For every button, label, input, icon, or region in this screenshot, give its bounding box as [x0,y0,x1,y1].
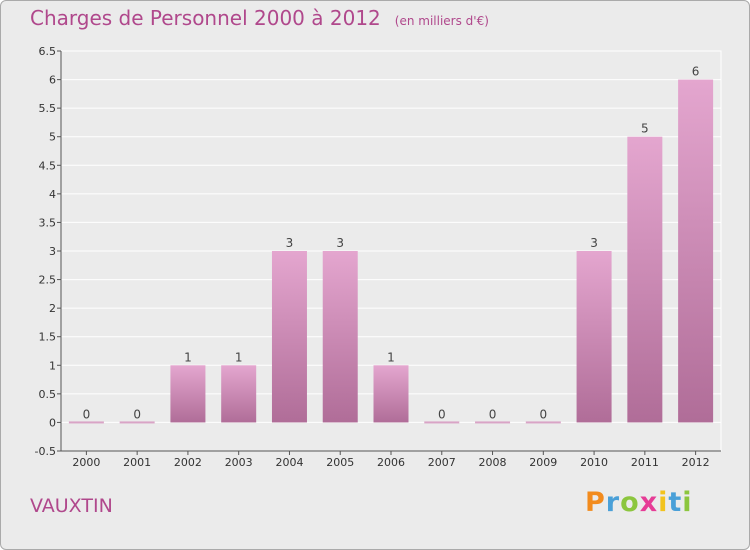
bar [576,251,612,423]
x-tick-label: 2004 [275,456,303,469]
bar [475,421,511,424]
data-label: 3 [590,236,598,250]
y-tick-label: 6 [49,74,56,87]
y-axis: -0.5 0 0.5 1 1.5 2 2.5 3 3.5 4 4.5 5 5.5 6 6.5 [35,45,62,458]
y-tick-label: 2.5 [39,274,57,287]
y-tick-label: 5.5 [39,102,57,115]
title-line: Charges de Personnel 2000 à 2012 (en mill… [30,6,489,30]
data-labels: 0 0 1 1 3 3 1 0 0 0 3 5 6 [83,65,700,422]
y-tick-label: 5 [49,131,56,144]
bar [170,365,206,423]
bar [678,79,714,423]
y-tick-label: 1.5 [39,331,57,344]
data-label: 1 [387,350,395,364]
x-tick-label: 2012 [682,456,710,469]
x-tick-label: 2006 [377,456,405,469]
data-label: 0 [438,407,446,421]
logo-letter: r [605,487,621,518]
proxiti-logo: Proxiti [585,487,693,518]
bar [627,136,663,423]
data-label: 6 [692,65,700,79]
bars [68,79,714,424]
bar [221,365,257,423]
data-label: 3 [286,236,294,250]
x-tick-label: 2005 [326,456,354,469]
x-tick-label: 2009 [529,456,557,469]
bar [373,365,409,423]
place-name: VAUXTIN [30,495,113,517]
data-label: 0 [539,407,547,421]
logo-letter: P [585,487,606,518]
data-label: 5 [641,122,649,136]
data-label: 1 [235,350,243,364]
bar [68,421,104,424]
logo-letter: x [639,487,659,518]
data-label: 1 [184,350,192,364]
y-tick-label: 0.5 [39,388,57,401]
x-tick-label: 2000 [72,456,100,469]
x-tick-label: 2008 [479,456,507,469]
bar [525,421,561,424]
y-tick-label: 6.5 [39,45,57,58]
bar [322,251,358,423]
bar [119,421,155,424]
logo-letter: i [682,487,693,518]
x-axis: 2000 2001 2002 2003 2004 2005 2006 2007 2008 2009… [61,450,721,469]
y-tick-label: -0.5 [35,445,56,458]
x-tick-label: 2001 [123,456,151,469]
logo-letter: i [658,487,669,518]
x-tick-label: 2003 [225,456,253,469]
y-tick-label: 4 [49,188,56,201]
chart-title: Charges de Personnel 2000 à 2012 [30,6,381,30]
data-label: 0 [133,407,141,421]
data-label: 0 [83,407,91,421]
logo-letter: t [668,487,683,518]
y-tick-label: 0 [49,416,56,429]
data-label: 0 [489,407,497,421]
logo-letter: o [620,487,640,518]
y-tick-label: 2 [49,302,56,315]
bar [271,251,307,423]
x-tick-label: 2002 [174,456,202,469]
bar [424,421,460,424]
y-tick-label: 3.5 [39,216,57,229]
data-label: 3 [336,236,344,250]
y-tick-label: 1 [49,359,56,372]
chart-subtitle: (en milliers d'€) [394,14,489,28]
x-tick-label: 2011 [631,456,659,469]
x-tick-label: 2007 [428,456,456,469]
y-tick-label: 4.5 [39,159,57,172]
y-tick-label: 3 [49,245,56,258]
x-tick-label: 2010 [580,456,608,469]
